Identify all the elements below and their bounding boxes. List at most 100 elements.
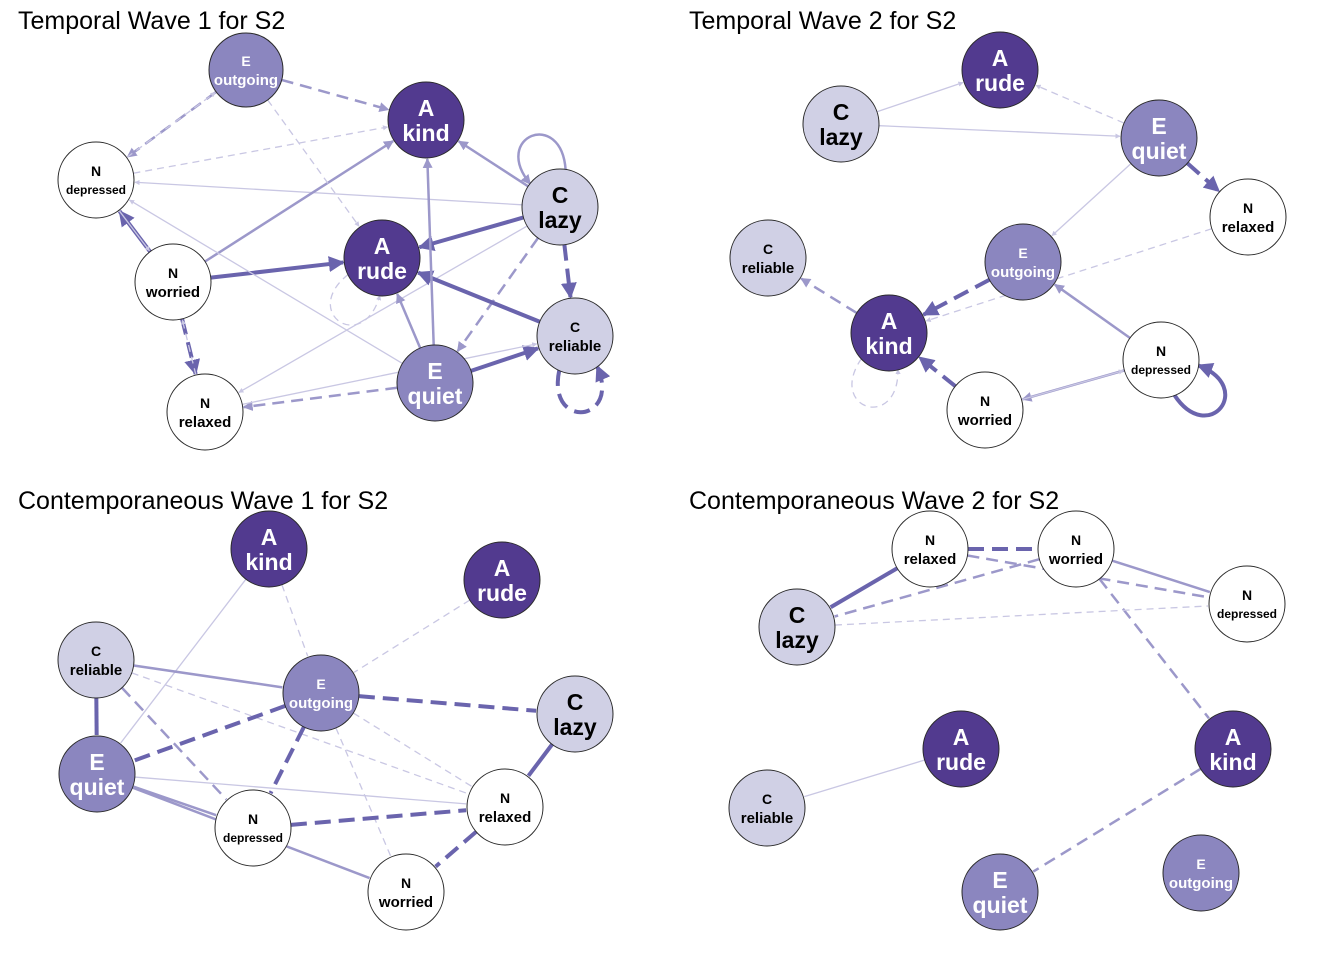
node-label: relaxed: [479, 809, 532, 826]
edge-c-lazy-to-c-reliable: [560, 244, 577, 299]
edge-c-reliable-to-a-rude: [416, 270, 541, 324]
node-letter: A: [494, 555, 511, 581]
node-circle: [134, 243, 212, 321]
edge-c-lazy-to-e-quiet: [456, 237, 540, 353]
panel-contemporaneous-wave-2: NrelaxedNworriedNdepressedClazyArudeAkin…: [728, 510, 1286, 931]
node-circle: [728, 769, 806, 847]
panel-title-temporal-wave-1: Temporal Wave 1 for S2: [18, 7, 286, 35]
node-circle: [536, 297, 614, 375]
node-circle: [208, 32, 284, 108]
node-letter: N: [401, 875, 411, 891]
node-circle: [387, 81, 465, 159]
edge-c-reliable-to-e-outgoing: [133, 664, 283, 689]
node-label: worried: [1048, 551, 1103, 568]
node-label: worried: [957, 412, 1012, 429]
node-circle: [1209, 178, 1287, 256]
node-letter: N: [200, 395, 210, 411]
node-label: kind: [1209, 749, 1256, 775]
panel-title-temporal-wave-2: Temporal Wave 2 for S2: [689, 7, 957, 35]
node-letter: C: [833, 99, 850, 125]
edge-c-lazy-to-e-quiet: [878, 125, 1121, 139]
node-circle: [1122, 321, 1200, 399]
node-label: lazy: [553, 714, 597, 740]
node-circle: [58, 735, 136, 813]
node-circle: [1037, 510, 1115, 588]
node-label: kind: [245, 549, 292, 575]
node-circle: [166, 373, 244, 451]
panel-title-contemporaneous-wave-2: Contemporaneous Wave 2 for S2: [689, 487, 1060, 515]
node-letter: N: [500, 790, 510, 806]
edge-c-lazy-to-n-relaxed: [526, 743, 554, 778]
edge-c-lazy-to-a-kind: [457, 140, 529, 188]
edge-e-quiet-to-n-relaxed: [1186, 161, 1221, 193]
edge-n-relaxed-to-a-kind: [925, 228, 1213, 323]
node-letter: N: [1071, 532, 1081, 548]
node-circle: [1162, 834, 1240, 912]
node-circle: [891, 510, 969, 588]
node-letter: N: [1242, 587, 1252, 603]
node-label: reliable: [70, 662, 123, 679]
node-label: worried: [145, 284, 200, 301]
node-label: rude: [936, 749, 986, 775]
node-label: reliable: [742, 260, 795, 277]
node-label: lazy: [775, 627, 819, 653]
edge-a-kind-to-c-reliable: [800, 277, 858, 315]
node-label: depressed: [223, 831, 283, 845]
node-letter: N: [980, 393, 990, 409]
node-circle: [57, 621, 135, 699]
edge-c-lazy-to-n-relaxed: [238, 225, 528, 394]
node-label: worried: [378, 894, 433, 911]
edge-e-quiet-to-a-kind: [422, 157, 435, 346]
node-letter: E: [1196, 856, 1205, 872]
node-circle: [396, 344, 474, 422]
node-label: outgoing: [991, 264, 1055, 281]
node-letter: A: [881, 308, 898, 334]
edge-n-depressed-to-e-outgoing: [126, 91, 216, 159]
node-label: outgoing: [1169, 875, 1233, 892]
node-circle: [984, 223, 1062, 301]
node-letter: C: [762, 791, 772, 807]
node-label: rude: [357, 258, 407, 284]
node-circle: [1208, 565, 1286, 643]
node-circle: [367, 853, 445, 931]
edge-n-depressed-to-n-depressed: [1172, 362, 1228, 418]
edge-n-relaxed-to-n-worried: [180, 319, 197, 376]
node-circle: [536, 675, 614, 753]
node-letter: E: [241, 53, 250, 69]
node-circle: [282, 654, 360, 732]
node-letter: N: [91, 163, 101, 179]
edge-e-quiet-to-n-relaxed: [134, 776, 467, 805]
edge-n-depressed-to-e-outgoing: [1053, 283, 1131, 340]
edge-e-outgoing-to-e-quiet: [132, 704, 286, 763]
node-letter: N: [1156, 343, 1166, 359]
node-label: kind: [402, 120, 449, 146]
node-circle: [230, 510, 308, 588]
node-circle: [758, 588, 836, 666]
node-circle: [466, 768, 544, 846]
edge-c-lazy-to-c-lazy: [517, 133, 567, 185]
edge-a-kind-to-e-quiet: [120, 578, 247, 744]
node-label: depressed: [66, 183, 126, 197]
edge-n-relaxed-to-c-lazy: [829, 566, 899, 609]
node-letter: N: [248, 811, 258, 827]
node-letter: A: [1225, 724, 1242, 750]
panel-title-contemporaneous-wave-1: Contemporaneous Wave 1 for S2: [18, 487, 389, 515]
edge-n-worried-to-n-depressed: [1021, 369, 1124, 401]
node-letter: C: [570, 319, 580, 335]
node-letter: E: [1151, 113, 1166, 139]
node-letter: C: [763, 241, 773, 257]
node-letter: N: [1243, 200, 1253, 216]
